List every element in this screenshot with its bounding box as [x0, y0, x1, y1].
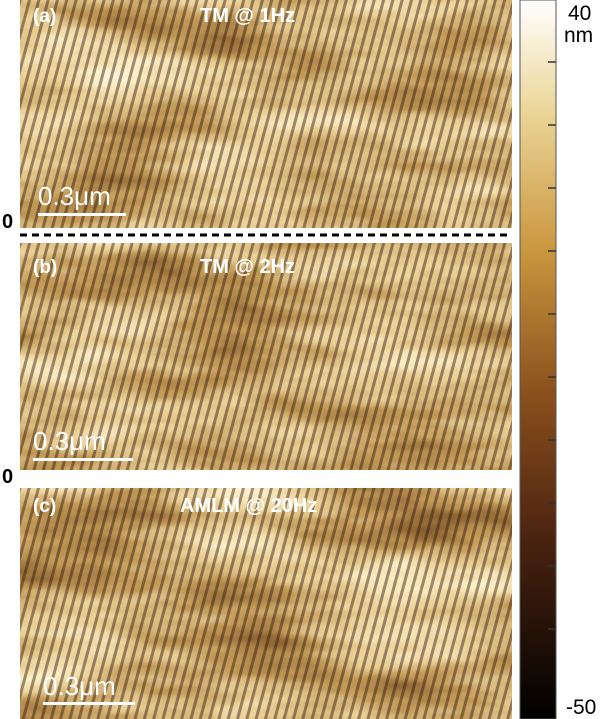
colorbar-ticks [548, 61, 556, 630]
panel-label: (a) [33, 6, 56, 27]
texture [20, 0, 512, 228]
scale-bar [38, 213, 126, 216]
panel-title: TM @ 1Hz [200, 5, 295, 27]
panel-label: (b) [33, 257, 57, 278]
scale-bar-label: 0.3μm [43, 671, 116, 701]
texture [20, 488, 512, 719]
scale-bar-label: 0.3μm [38, 181, 111, 211]
panel-title: AMLM @ 20Hz [180, 495, 317, 517]
panel-c: (c) AMLM @ 20Hz 0.3μm [20, 488, 512, 719]
scale-bar [33, 458, 133, 461]
panel-a: (a) TM @ 1Hz 0.3μm 0 [2, 0, 512, 233]
colorbar-gradient [519, 0, 557, 719]
texture [20, 243, 512, 470]
edge-label: 0 [2, 466, 13, 488]
colorbar-unit: nm [564, 24, 593, 47]
panel-b: (b) TM @ 2Hz 0.3μm 0 [2, 243, 512, 488]
scale-bar-label: 0.3μm [33, 426, 106, 456]
edge-label: 0 [2, 211, 13, 233]
colorbar-max: 40 [568, 2, 591, 25]
colorbar-min: -50 [566, 696, 596, 719]
panel-label: (c) [33, 496, 56, 517]
panel-title: TM @ 2Hz [200, 256, 295, 278]
scale-bar [43, 702, 135, 705]
colorbar: 40 nm -50 [519, 0, 596, 719]
